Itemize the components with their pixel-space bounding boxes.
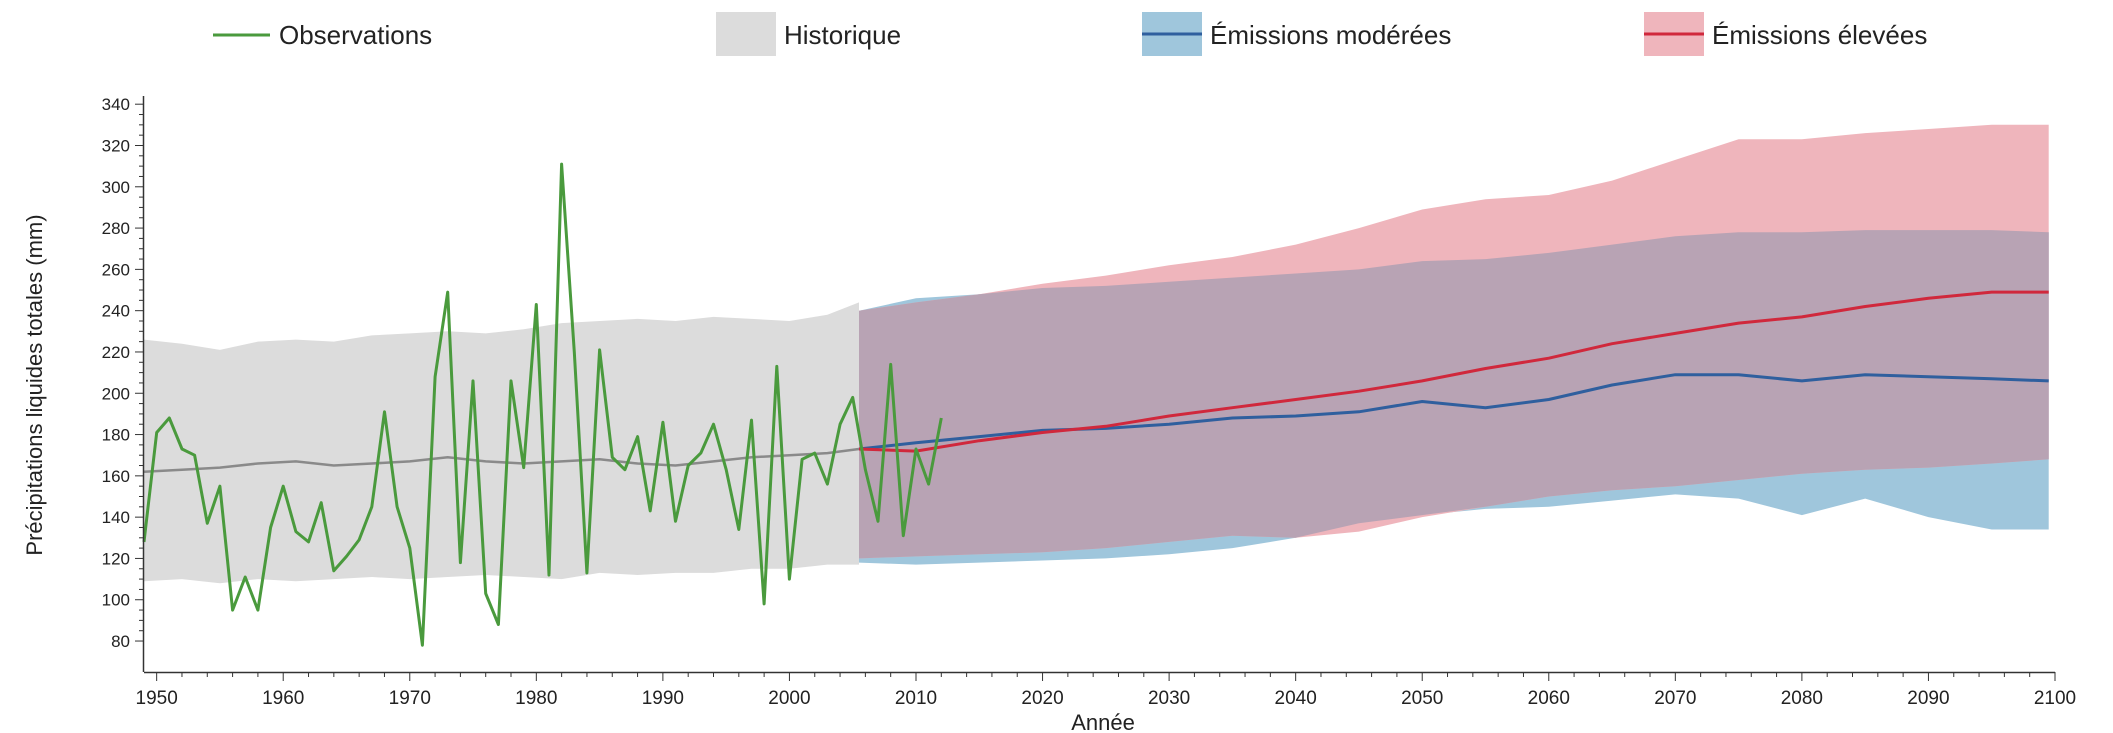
x-tick-label: 1970 bbox=[389, 688, 431, 709]
x-tick-label: 1980 bbox=[515, 688, 557, 709]
y-tick-label: 300 bbox=[102, 178, 130, 197]
plot-area bbox=[142, 124, 2049, 647]
x-tick-label: 2080 bbox=[1781, 688, 1823, 709]
x-tick-label: 2060 bbox=[1528, 688, 1570, 709]
y-tick-label: 120 bbox=[102, 549, 130, 568]
y-tick-label: 320 bbox=[102, 136, 130, 155]
legend-label: Émissions élevées bbox=[1712, 20, 1927, 50]
x-tick-label: 2000 bbox=[768, 688, 810, 709]
y-tick-label: 80 bbox=[111, 632, 130, 651]
x-tick-label: 2040 bbox=[1275, 688, 1317, 709]
x-tick-label: 2070 bbox=[1654, 688, 1696, 709]
legend-label: Émissions modérées bbox=[1210, 20, 1451, 50]
x-tick-label: 2030 bbox=[1148, 688, 1190, 709]
historical-median-line bbox=[143, 447, 860, 473]
y-tick-label: 280 bbox=[102, 219, 130, 238]
x-tick-label: 1950 bbox=[136, 688, 178, 709]
y-tick-label: 180 bbox=[102, 426, 130, 445]
y-tick-label: 100 bbox=[102, 591, 130, 610]
y-tick-label: 340 bbox=[102, 95, 130, 114]
x-tick-label: 2010 bbox=[895, 688, 937, 709]
x-tick-label: 2020 bbox=[1021, 688, 1063, 709]
high-emissions-line bbox=[858, 290, 2049, 453]
legend-item: Émissions modérées bbox=[1142, 12, 1451, 56]
x-tick-label: 2050 bbox=[1401, 688, 1443, 709]
y-tick-label: 260 bbox=[102, 260, 130, 279]
x-axis-title: Année bbox=[1071, 710, 1135, 733]
y-tick-label: 200 bbox=[102, 384, 130, 403]
y-axis: 80 100 120 140 160 180 200 220 240 260 280 300 320 34… bbox=[102, 95, 145, 672]
legend-swatch bbox=[716, 12, 776, 56]
x-tick-label: 2090 bbox=[1907, 688, 1949, 709]
y-tick-label: 160 bbox=[102, 467, 130, 486]
x-tick-label: 1990 bbox=[642, 688, 684, 709]
legend-item: Observations bbox=[213, 20, 432, 50]
x-tick-label: 1960 bbox=[262, 688, 304, 709]
legend-item: Émissions élevées bbox=[1644, 12, 1927, 56]
y-tick-label: 220 bbox=[102, 343, 130, 362]
observations-line bbox=[142, 162, 943, 647]
y-tick-label: 240 bbox=[102, 302, 130, 321]
legend-label: Observations bbox=[279, 20, 432, 50]
band-overlap bbox=[859, 230, 2049, 559]
x-tick-label: 2100 bbox=[2034, 688, 2076, 709]
y-axis-title: Précipitations liquides totales (mm) bbox=[22, 214, 47, 555]
y-tick-label: 140 bbox=[102, 508, 130, 527]
series-lines bbox=[142, 162, 2049, 647]
x-axis: 1950 1960 1970 1980 1990 2000 2010 2020 2030 2040… bbox=[136, 671, 2076, 709]
chart-legend: Observations Historique Émissions modérées… bbox=[213, 12, 1927, 56]
legend-label: Historique bbox=[784, 20, 901, 50]
legend-item: Historique bbox=[716, 12, 901, 56]
